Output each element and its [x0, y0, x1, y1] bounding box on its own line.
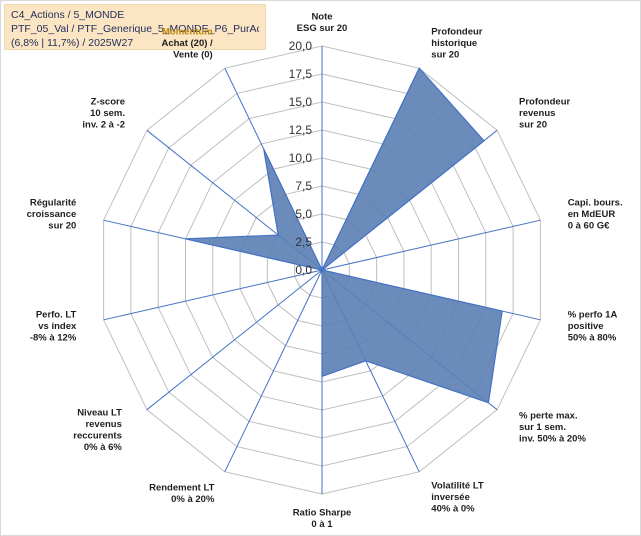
axis-label-line: Vente (0) [173, 50, 213, 61]
tick-label: 2,5 [295, 235, 312, 249]
axis-label-line: 10 sem. [90, 108, 125, 119]
axis-label-line: 0 à 60 G€ [568, 220, 610, 231]
axis-label-line: Niveau LT [77, 407, 122, 418]
axis-label: Volatilité LT inversée 40% à 0% [431, 481, 484, 515]
axis-label: Perfo. LT vs index -8% à 12% [30, 310, 77, 344]
axis-label-line: revenus [85, 419, 121, 430]
axis-label-line: Volatilité LT [431, 481, 484, 492]
axis-label: Z-score 10 sem. inv. 2 à -2 [82, 96, 125, 130]
axis-label-line: croissance [27, 209, 77, 220]
tick-label: 5,0 [295, 207, 312, 221]
axis-label-line: reccurents [73, 430, 122, 441]
tick-label: 12,5 [289, 123, 313, 137]
axis-label-line: ESG sur 20 [297, 23, 348, 34]
axis-label-line: Profondeur [431, 27, 482, 38]
axis-label-line: sur 20 [519, 119, 547, 130]
axis-label-line: Achat (20) / [161, 38, 213, 49]
axis-label-line: inv. 50% à 20% [519, 434, 586, 445]
axis-label-line: sur 20 [431, 50, 459, 61]
axis-label-line: -8% à 12% [30, 333, 77, 344]
header-line-2: PTF_05_Val / PTF_Generique_5_MONDE_P6_Pu… [11, 23, 259, 35]
axis-label: Profondeur revenus sur 20 [519, 96, 570, 130]
tick-label: 0,0 [295, 263, 312, 277]
axis-label-line: % perte max. [519, 411, 578, 422]
data-series-area [185, 67, 503, 404]
tick-label: 15,0 [289, 95, 313, 109]
axis-label: Profondeur historique sur 20 [431, 27, 482, 61]
axis-label-line: Capi. bours. [568, 197, 623, 208]
axis-label-line: Profondeur [519, 96, 570, 107]
axis-label-line: Rendement LT [149, 483, 214, 494]
axis-label-line: sur 1 sem. [519, 422, 566, 433]
tick-label: 7,5 [295, 179, 312, 193]
axis-label-line: positive [568, 321, 604, 332]
axis-label-line: Ratio Sharpe [293, 507, 352, 518]
axis-label: % perte max. sur 1 sem. inv. 50% à 20% [519, 411, 586, 445]
axis-spoke [103, 269, 323, 321]
axis-label-line: % perfo 1A [568, 310, 618, 321]
axis-label: Note ESG sur 20 [297, 11, 348, 34]
axis-spoke [224, 269, 323, 473]
axis-label: Régularité croissance sur 20 [27, 197, 77, 231]
axis-label-line: inversée [431, 492, 470, 503]
axis-label-line: 0% à 6% [84, 442, 123, 453]
axis-label-line: 50% à 80% [568, 333, 617, 344]
axis-label: Capi. bours. en MdEUR 0 à 60 G€ [568, 197, 623, 231]
axis-label-line: Note [311, 11, 332, 22]
axis-label-line: Perfo. LT [36, 310, 77, 321]
axis-label: Rendement LT 0% à 20% [149, 483, 215, 506]
axis-label: Momentum Achat (20) / Vente (0) [161, 27, 213, 61]
axis-label-line: Régularité [30, 197, 76, 208]
header-line-1: C4_Actions / 5_MONDE [11, 9, 125, 21]
axis-label-line: revenus [519, 108, 555, 119]
axis-label-line: 0 à 1 [311, 519, 333, 530]
tick-label: 20,0 [289, 39, 313, 53]
axis-label-line: en MdEUR [568, 209, 616, 220]
tick-label: 10,0 [289, 151, 313, 165]
axis-spoke [146, 269, 323, 411]
axis-label-line: sur 20 [48, 220, 76, 231]
axis-spoke [321, 219, 541, 271]
axis-label-line: inv. 2 à -2 [82, 119, 125, 130]
chart-header-box: C4_Actions / 5_MONDE PTF_05_Val / PTF_Ge… [4, 4, 266, 50]
tick-label: 17,5 [289, 67, 313, 81]
axis-label-line: 40% à 0% [431, 504, 475, 515]
axis-label: % perfo 1A positive 50% à 80% [568, 310, 618, 344]
axis-label-line: historique [431, 38, 477, 49]
axis-label-line: vs index [38, 321, 77, 332]
axis-label: Ratio Sharpe 0 à 1 [293, 507, 352, 530]
axis-label: Niveau LT revenus reccurents 0% à 6% [73, 407, 122, 453]
axis-label-line: 0% à 20% [171, 494, 215, 505]
header-line-3: (6,8% | 11,7%) / 2025W27 [11, 37, 134, 49]
axis-label-line: Z-score [91, 96, 125, 107]
axis-label-line: Momentum [162, 27, 213, 38]
